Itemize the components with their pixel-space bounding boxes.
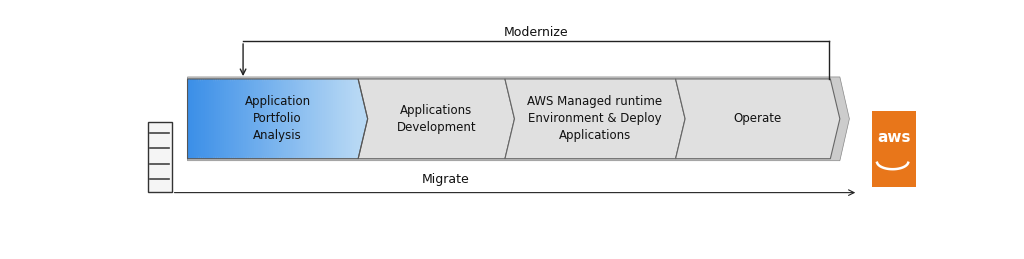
Polygon shape bbox=[317, 79, 330, 159]
Polygon shape bbox=[196, 79, 208, 159]
FancyBboxPatch shape bbox=[872, 111, 916, 187]
Polygon shape bbox=[322, 79, 334, 159]
Polygon shape bbox=[226, 79, 238, 159]
Polygon shape bbox=[191, 79, 204, 159]
Polygon shape bbox=[211, 79, 222, 159]
Polygon shape bbox=[315, 79, 327, 159]
Polygon shape bbox=[199, 79, 210, 159]
Polygon shape bbox=[221, 79, 233, 159]
Polygon shape bbox=[349, 79, 361, 159]
Polygon shape bbox=[215, 79, 227, 159]
Polygon shape bbox=[333, 79, 344, 159]
Polygon shape bbox=[243, 79, 255, 159]
Polygon shape bbox=[286, 79, 297, 159]
Polygon shape bbox=[339, 79, 350, 159]
Polygon shape bbox=[250, 79, 261, 159]
Polygon shape bbox=[189, 79, 202, 159]
Polygon shape bbox=[234, 79, 246, 159]
Polygon shape bbox=[345, 79, 357, 159]
Polygon shape bbox=[270, 79, 283, 159]
Polygon shape bbox=[258, 79, 269, 159]
Polygon shape bbox=[313, 79, 325, 159]
Polygon shape bbox=[337, 79, 348, 159]
Polygon shape bbox=[311, 79, 323, 159]
FancyBboxPatch shape bbox=[147, 122, 172, 192]
Polygon shape bbox=[266, 79, 279, 159]
Polygon shape bbox=[356, 79, 368, 159]
Polygon shape bbox=[284, 79, 295, 159]
Polygon shape bbox=[237, 79, 248, 159]
Text: AWS Managed runtime
Environment & Deploy
Applications: AWS Managed runtime Environment & Deploy… bbox=[527, 95, 663, 142]
Polygon shape bbox=[194, 79, 206, 159]
Polygon shape bbox=[301, 79, 312, 159]
Polygon shape bbox=[280, 79, 291, 159]
Polygon shape bbox=[241, 79, 253, 159]
Polygon shape bbox=[187, 79, 200, 159]
Polygon shape bbox=[187, 77, 849, 161]
Text: Modernize: Modernize bbox=[504, 26, 568, 39]
Text: Applications
Development: Applications Development bbox=[396, 104, 476, 134]
Polygon shape bbox=[239, 79, 250, 159]
Polygon shape bbox=[335, 79, 346, 159]
Polygon shape bbox=[327, 79, 338, 159]
Polygon shape bbox=[341, 79, 352, 159]
Polygon shape bbox=[262, 79, 273, 159]
Polygon shape bbox=[205, 79, 216, 159]
Polygon shape bbox=[224, 79, 236, 159]
Polygon shape bbox=[294, 79, 306, 159]
Polygon shape bbox=[256, 79, 267, 159]
Polygon shape bbox=[247, 79, 259, 159]
Polygon shape bbox=[201, 79, 212, 159]
Polygon shape bbox=[343, 79, 355, 159]
Polygon shape bbox=[324, 79, 336, 159]
Polygon shape bbox=[358, 79, 514, 159]
Text: Operate: Operate bbox=[733, 112, 782, 125]
Polygon shape bbox=[288, 79, 299, 159]
Polygon shape bbox=[219, 79, 231, 159]
Polygon shape bbox=[268, 79, 281, 159]
Polygon shape bbox=[505, 79, 685, 159]
Polygon shape bbox=[282, 79, 293, 159]
Polygon shape bbox=[252, 79, 263, 159]
Polygon shape bbox=[232, 79, 244, 159]
Polygon shape bbox=[676, 79, 840, 159]
Polygon shape bbox=[290, 79, 301, 159]
Polygon shape bbox=[296, 79, 308, 159]
Polygon shape bbox=[203, 79, 214, 159]
Polygon shape bbox=[264, 79, 275, 159]
Polygon shape bbox=[319, 79, 332, 159]
Polygon shape bbox=[228, 79, 240, 159]
Polygon shape bbox=[209, 79, 220, 159]
Polygon shape bbox=[292, 79, 304, 159]
Polygon shape bbox=[213, 79, 225, 159]
Polygon shape bbox=[245, 79, 257, 159]
Text: aws: aws bbox=[878, 130, 911, 145]
Polygon shape bbox=[272, 79, 285, 159]
Polygon shape bbox=[207, 79, 218, 159]
Polygon shape bbox=[278, 79, 289, 159]
Polygon shape bbox=[354, 79, 366, 159]
Polygon shape bbox=[260, 79, 271, 159]
Polygon shape bbox=[230, 79, 242, 159]
Polygon shape bbox=[352, 79, 364, 159]
Text: Application
Portfolio
Analysis: Application Portfolio Analysis bbox=[245, 95, 310, 142]
Text: Migrate: Migrate bbox=[422, 173, 469, 186]
Polygon shape bbox=[347, 79, 359, 159]
Polygon shape bbox=[305, 79, 316, 159]
Polygon shape bbox=[331, 79, 342, 159]
Polygon shape bbox=[307, 79, 318, 159]
Polygon shape bbox=[275, 79, 287, 159]
Polygon shape bbox=[254, 79, 265, 159]
Polygon shape bbox=[309, 79, 321, 159]
Polygon shape bbox=[303, 79, 314, 159]
Polygon shape bbox=[329, 79, 340, 159]
Polygon shape bbox=[298, 79, 310, 159]
Polygon shape bbox=[217, 79, 229, 159]
